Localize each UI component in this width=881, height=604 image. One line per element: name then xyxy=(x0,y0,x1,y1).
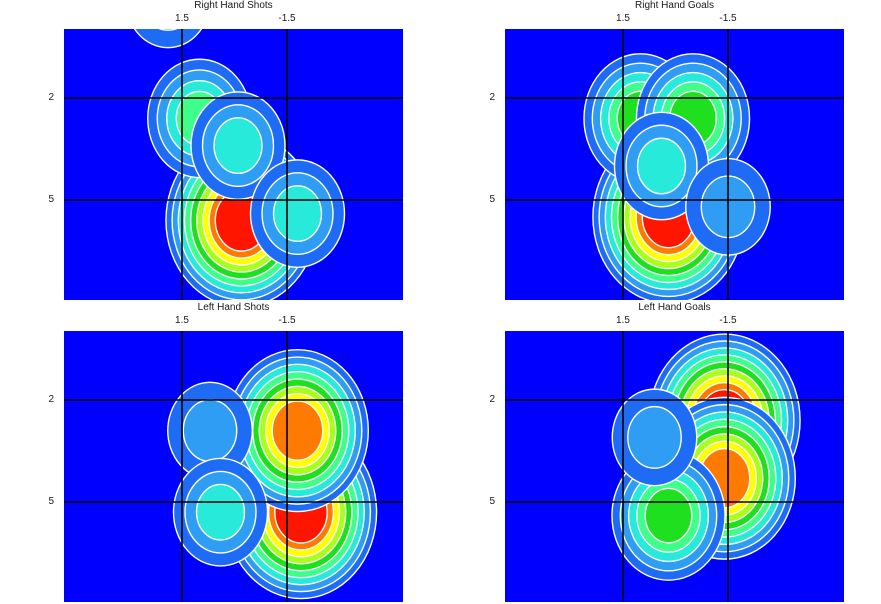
contour-level xyxy=(182,399,238,463)
density-peak xyxy=(249,159,346,269)
density-peak xyxy=(225,348,370,513)
panel-title: Right Hand Goals xyxy=(635,0,714,11)
y-tick-label: 2 xyxy=(489,92,495,103)
contour-level xyxy=(158,29,178,31)
x-tick-label: 1.5 xyxy=(616,315,630,326)
contour-level xyxy=(636,137,687,195)
contour-level xyxy=(195,483,246,541)
density-peak xyxy=(611,388,698,487)
y-tick-label: 2 xyxy=(489,394,495,405)
heatmap-plot xyxy=(505,331,844,602)
density-peak xyxy=(190,91,286,201)
x-tick-label: -1.5 xyxy=(719,315,737,326)
y-tick-label: 2 xyxy=(48,92,54,103)
panel-title: Left Hand Shots xyxy=(197,302,270,313)
x-tick-label: 1.5 xyxy=(175,315,189,326)
x-tick-label: 1.5 xyxy=(616,13,630,24)
heatmap-panel: Right Hand Shots 1.5 -1.5 2 5 xyxy=(48,0,403,300)
contour-level xyxy=(627,405,682,469)
contour-level xyxy=(213,117,263,175)
y-tick-label: 2 xyxy=(48,394,54,405)
density-peak xyxy=(133,29,203,49)
density-peak xyxy=(172,457,269,567)
density-peak xyxy=(613,111,710,221)
y-tick-label: 5 xyxy=(48,194,54,205)
x-tick-label: -1.5 xyxy=(719,13,737,24)
x-tick-label: -1.5 xyxy=(278,315,296,326)
x-tick-label: 1.5 xyxy=(175,13,189,24)
heatmap-panel: Right Hand Goals 1.5 -1.5 2 5 xyxy=(489,0,844,300)
contour-level xyxy=(644,487,693,544)
heatmap-panel: Left Hand Shots 1.5 -1.5 2 5 xyxy=(48,302,403,602)
heatmap-plot xyxy=(64,331,403,602)
contour-level xyxy=(271,400,324,461)
panel-title: Left Hand Goals xyxy=(638,302,711,313)
y-tick-label: 5 xyxy=(489,194,495,205)
contour-level xyxy=(133,29,203,49)
y-tick-label: 5 xyxy=(48,496,54,507)
y-tick-label: 5 xyxy=(489,496,495,507)
contour-level xyxy=(272,185,323,243)
x-tick-label: -1.5 xyxy=(278,13,296,24)
heatmap-panel: Left Hand Goals 1.5 -1.5 2 5 xyxy=(489,302,844,602)
heatmap-plot xyxy=(505,29,844,300)
heatmap-plot xyxy=(64,29,403,300)
panel-title: Right Hand Shots xyxy=(194,0,273,11)
density-peak xyxy=(167,381,253,480)
